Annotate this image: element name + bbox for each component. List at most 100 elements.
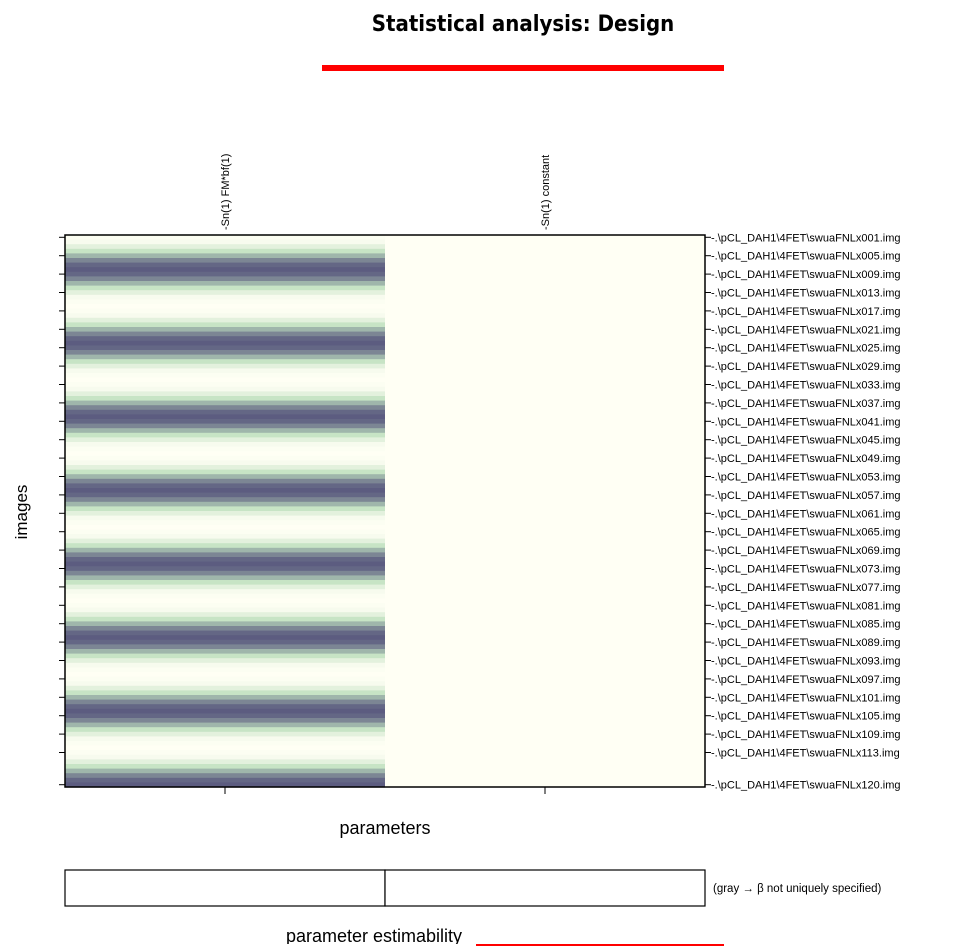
design-cell-constant — [385, 340, 705, 346]
design-cell-regressor — [65, 552, 385, 558]
design-cell-constant — [385, 557, 705, 563]
design-cell-constant — [385, 741, 705, 747]
design-cell-regressor — [65, 731, 385, 737]
design-cell-constant — [385, 446, 705, 452]
design-cell-regressor — [65, 377, 385, 383]
design-cell-constant — [385, 727, 705, 733]
design-cell-regressor — [65, 768, 385, 774]
design-cell-regressor — [65, 598, 385, 604]
estimability-cell — [384, 869, 706, 907]
design-cell-constant — [385, 649, 705, 655]
y-axis-label: images — [12, 485, 31, 540]
design-cell-constant — [385, 589, 705, 595]
row-label: -.\pCL_DAH1\4FET\swuaFNLx101.img — [711, 692, 901, 704]
design-cell-constant — [385, 294, 705, 300]
design-cell-regressor — [65, 708, 385, 714]
design-cell-regressor — [65, 354, 385, 360]
design-matrix-frame — [64, 234, 706, 788]
row-label: -.\pCL_DAH1\4FET\swuaFNLx001.img — [711, 232, 901, 244]
design-cell-regressor — [65, 741, 385, 747]
design-cell-constant — [385, 336, 705, 342]
design-cell-regressor — [65, 373, 385, 379]
design-cell-constant — [385, 317, 705, 323]
design-cell-regressor — [65, 382, 385, 388]
design-cell-regressor — [65, 239, 385, 245]
design-cell-constant — [385, 552, 705, 558]
estimability-label: parameter estimability — [286, 926, 462, 944]
design-cell-constant — [385, 478, 705, 484]
design-cell-constant — [385, 773, 705, 779]
design-cell-regressor — [65, 304, 385, 310]
row-label: -.\pCL_DAH1\4FET\swuaFNLx073.img — [711, 564, 901, 576]
design-cell-constant — [385, 285, 705, 291]
design-cell-regressor — [65, 322, 385, 328]
design-cell-constant — [385, 304, 705, 310]
row-label: -.\pCL_DAH1\4FET\swuaFNLx049.img — [711, 453, 901, 465]
design-cell-constant — [385, 511, 705, 517]
design-cell-constant — [385, 658, 705, 664]
design-cell-regressor — [65, 745, 385, 751]
design-cell-regressor — [65, 658, 385, 664]
design-cell-constant — [385, 432, 705, 438]
design-cell-regressor — [65, 524, 385, 530]
design-cell-regressor — [65, 695, 385, 701]
design-cell-regressor — [65, 455, 385, 461]
design-cell-regressor — [65, 235, 385, 241]
design-cell-regressor — [65, 281, 385, 287]
design-cell-constant — [385, 373, 705, 379]
design-cell-constant — [385, 299, 705, 305]
design-cell-regressor — [65, 718, 385, 724]
design-cell-constant — [385, 575, 705, 581]
design-cell-constant — [385, 759, 705, 765]
design-cell-constant — [385, 598, 705, 604]
design-cell-constant — [385, 488, 705, 494]
row-label: -.\pCL_DAH1\4FET\swuaFNLx025.img — [711, 343, 901, 355]
design-cell-constant — [385, 506, 705, 512]
design-cell-regressor — [65, 607, 385, 613]
design-cell-constant — [385, 612, 705, 618]
design-cell-constant — [385, 281, 705, 287]
design-cell-constant — [385, 455, 705, 461]
design-cell-constant — [385, 782, 705, 788]
design-cell-regressor — [65, 368, 385, 374]
design-cell-regressor — [65, 267, 385, 273]
design-cell-regressor — [65, 754, 385, 760]
design-cell-constant — [385, 685, 705, 691]
row-label: -.\pCL_DAH1\4FET\swuaFNLx093.img — [711, 656, 901, 668]
design-cell-regressor — [65, 437, 385, 443]
design-cell-regressor — [65, 428, 385, 434]
design-cell-constant — [385, 276, 705, 282]
design-cell-constant — [385, 442, 705, 448]
design-cell-regressor — [65, 644, 385, 650]
design-cell-constant — [385, 681, 705, 687]
design-cell-constant — [385, 405, 705, 411]
design-cell-constant — [385, 708, 705, 714]
design-cell-regressor — [65, 423, 385, 429]
design-cell-constant — [385, 386, 705, 392]
design-cell-regressor — [65, 400, 385, 406]
design-cell-constant — [385, 501, 705, 507]
design-cell-regressor — [65, 566, 385, 572]
design-cell-regressor — [65, 271, 385, 277]
design-cell-regressor — [65, 538, 385, 544]
design-cell-constant — [385, 584, 705, 590]
row-label: -.\pCL_DAH1\4FET\swuaFNLx065.img — [711, 527, 901, 539]
design-cell-regressor — [65, 345, 385, 351]
design-cell-constant — [385, 690, 705, 696]
design-cell-constant — [385, 621, 705, 627]
design-cell-regressor — [65, 336, 385, 342]
design-cell-constant — [385, 538, 705, 544]
design-cell-regressor — [65, 317, 385, 323]
design-cell-constant — [385, 695, 705, 701]
design-cell-constant — [385, 267, 705, 273]
design-cell-constant — [385, 616, 705, 622]
design-cell-regressor — [65, 290, 385, 296]
design-cell-regressor — [65, 492, 385, 498]
design-cell-regressor — [65, 649, 385, 655]
design-cell-constant — [385, 713, 705, 719]
design-cell-regressor — [65, 722, 385, 728]
design-cell-regressor — [65, 727, 385, 733]
design-cell-constant — [385, 239, 705, 245]
design-cell-regressor — [65, 308, 385, 314]
row-label: -.\pCL_DAH1\4FET\swuaFNLx013.img — [711, 288, 901, 300]
